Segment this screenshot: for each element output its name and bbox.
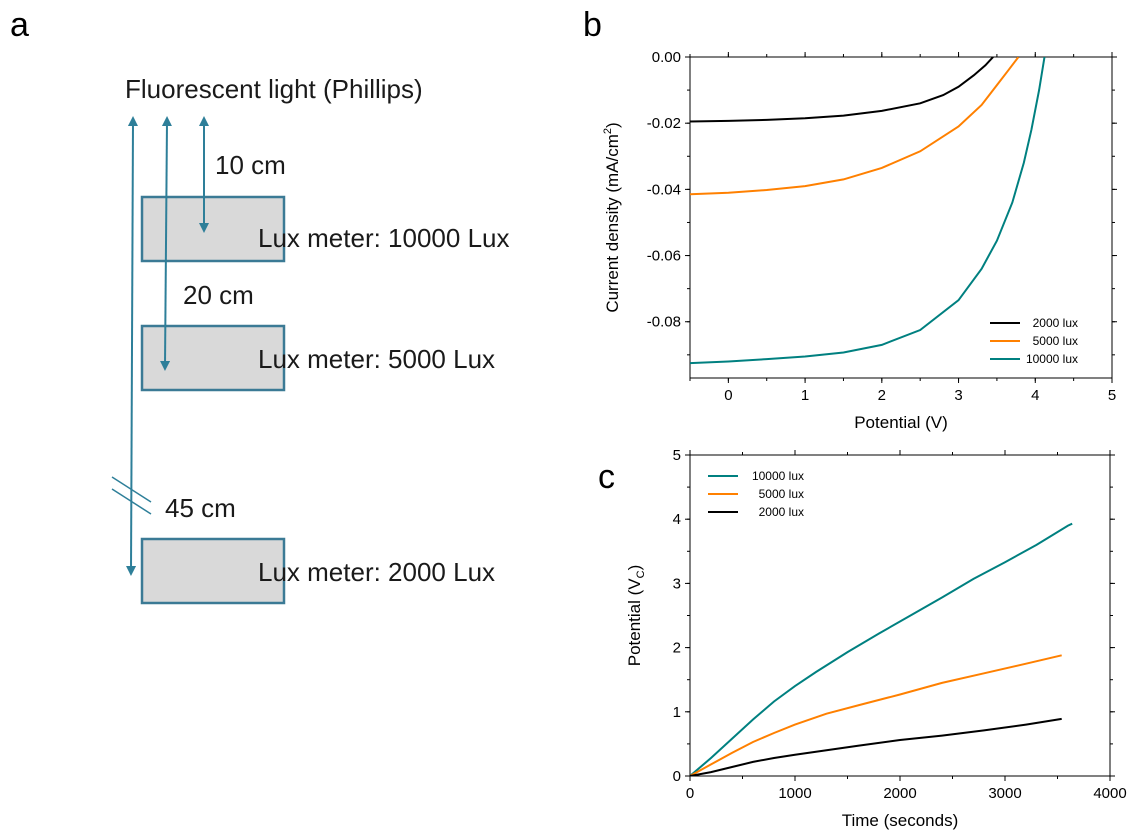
axis-break-mark [111, 476, 152, 503]
y-axis-label: Potential (VC) [625, 565, 647, 667]
series-line-10000-lux [690, 522, 1073, 776]
x-tick-label: 0 [686, 785, 694, 802]
charging-chart: 0 1000 2000 3000 4000 0 1 2 3 4 5 Time (seconds) Pot… [625, 447, 1127, 830]
distance-arrow-20cm [160, 116, 172, 371]
y-tick-label: 1 [673, 704, 681, 721]
x-tick-label: 2000 [883, 785, 916, 802]
series-line-2000-lux [690, 57, 994, 123]
distance-label-10cm: 10 cm [215, 150, 286, 180]
y-tick-label: -0.08 [647, 314, 681, 331]
x-axis-label: Potential (V) [854, 413, 948, 432]
distance-label-20cm: 20 cm [183, 280, 254, 310]
legend-label-2000-lux: 2000 lux [1033, 316, 1078, 330]
y-tick-label: 4 [673, 511, 681, 528]
lux-meter-box-2000 [140, 537, 286, 605]
y-tick-label: 5 [673, 447, 681, 464]
legend-label-10000-lux: 10000 lux [752, 469, 804, 483]
x-tick-label: 4000 [1093, 785, 1126, 802]
x-tick-label: 1000 [778, 785, 811, 802]
x-tick-label: 3 [954, 387, 962, 404]
distance-label-45cm: 45 cm [165, 493, 236, 523]
lux-meter-label-10000: Lux meter: 10000 Lux [258, 223, 510, 253]
x-tick-label: 4 [1031, 387, 1039, 404]
series-line-5000-lux [690, 57, 1020, 196]
legend-label-2000-lux: 2000 lux [759, 505, 804, 519]
series-line-2000-lux [690, 717, 1062, 776]
y-tick-label: 0 [673, 768, 681, 785]
y-tick-label: 2 [673, 640, 681, 657]
x-tick-label: 5 [1108, 387, 1116, 404]
x-tick-label: 1 [801, 387, 809, 404]
x-tick-label: 2 [878, 387, 886, 404]
y-tick-label: -0.04 [647, 181, 681, 198]
plot-frame [689, 454, 1111, 777]
light-source-label: Fluorescent light (Phillips) [125, 74, 423, 104]
distance-arrow-45cm [126, 116, 138, 576]
setup-diagram [111, 116, 286, 605]
y-tick-label: 3 [673, 575, 681, 592]
x-tick-label: 3000 [988, 785, 1021, 802]
jv-chart: 0 1 2 3 4 5 0.00 -0.02 -0.04 -0.06 -0.08 Potential … [602, 49, 1117, 432]
panel-c-letter: c [598, 458, 615, 496]
panel-b-letter: b [583, 6, 602, 44]
y-tick-label: -0.02 [647, 115, 681, 132]
legend-label-10000-lux: 10000 lux [1026, 352, 1078, 366]
series-line-5000-lux [690, 654, 1062, 776]
legend-label-5000-lux: 5000 lux [1033, 334, 1078, 348]
y-tick-label: 0.00 [652, 49, 681, 66]
y-tick-label: -0.06 [647, 248, 681, 265]
y-axis-label: Current density (mA/cm2) [602, 122, 622, 312]
legend-label-5000-lux: 5000 lux [759, 487, 804, 501]
x-axis-label: Time (seconds) [842, 811, 959, 830]
axis-break-mark [111, 488, 152, 515]
plot-frame [689, 56, 1113, 379]
series-line-10000-lux [690, 57, 1046, 365]
x-tick-label: 0 [724, 387, 732, 404]
lux-meter-label-5000: Lux meter: 5000 Lux [258, 344, 496, 374]
lux-meter-label-2000: Lux meter: 2000 Lux [258, 557, 496, 587]
panel-a-letter: a [10, 6, 29, 44]
